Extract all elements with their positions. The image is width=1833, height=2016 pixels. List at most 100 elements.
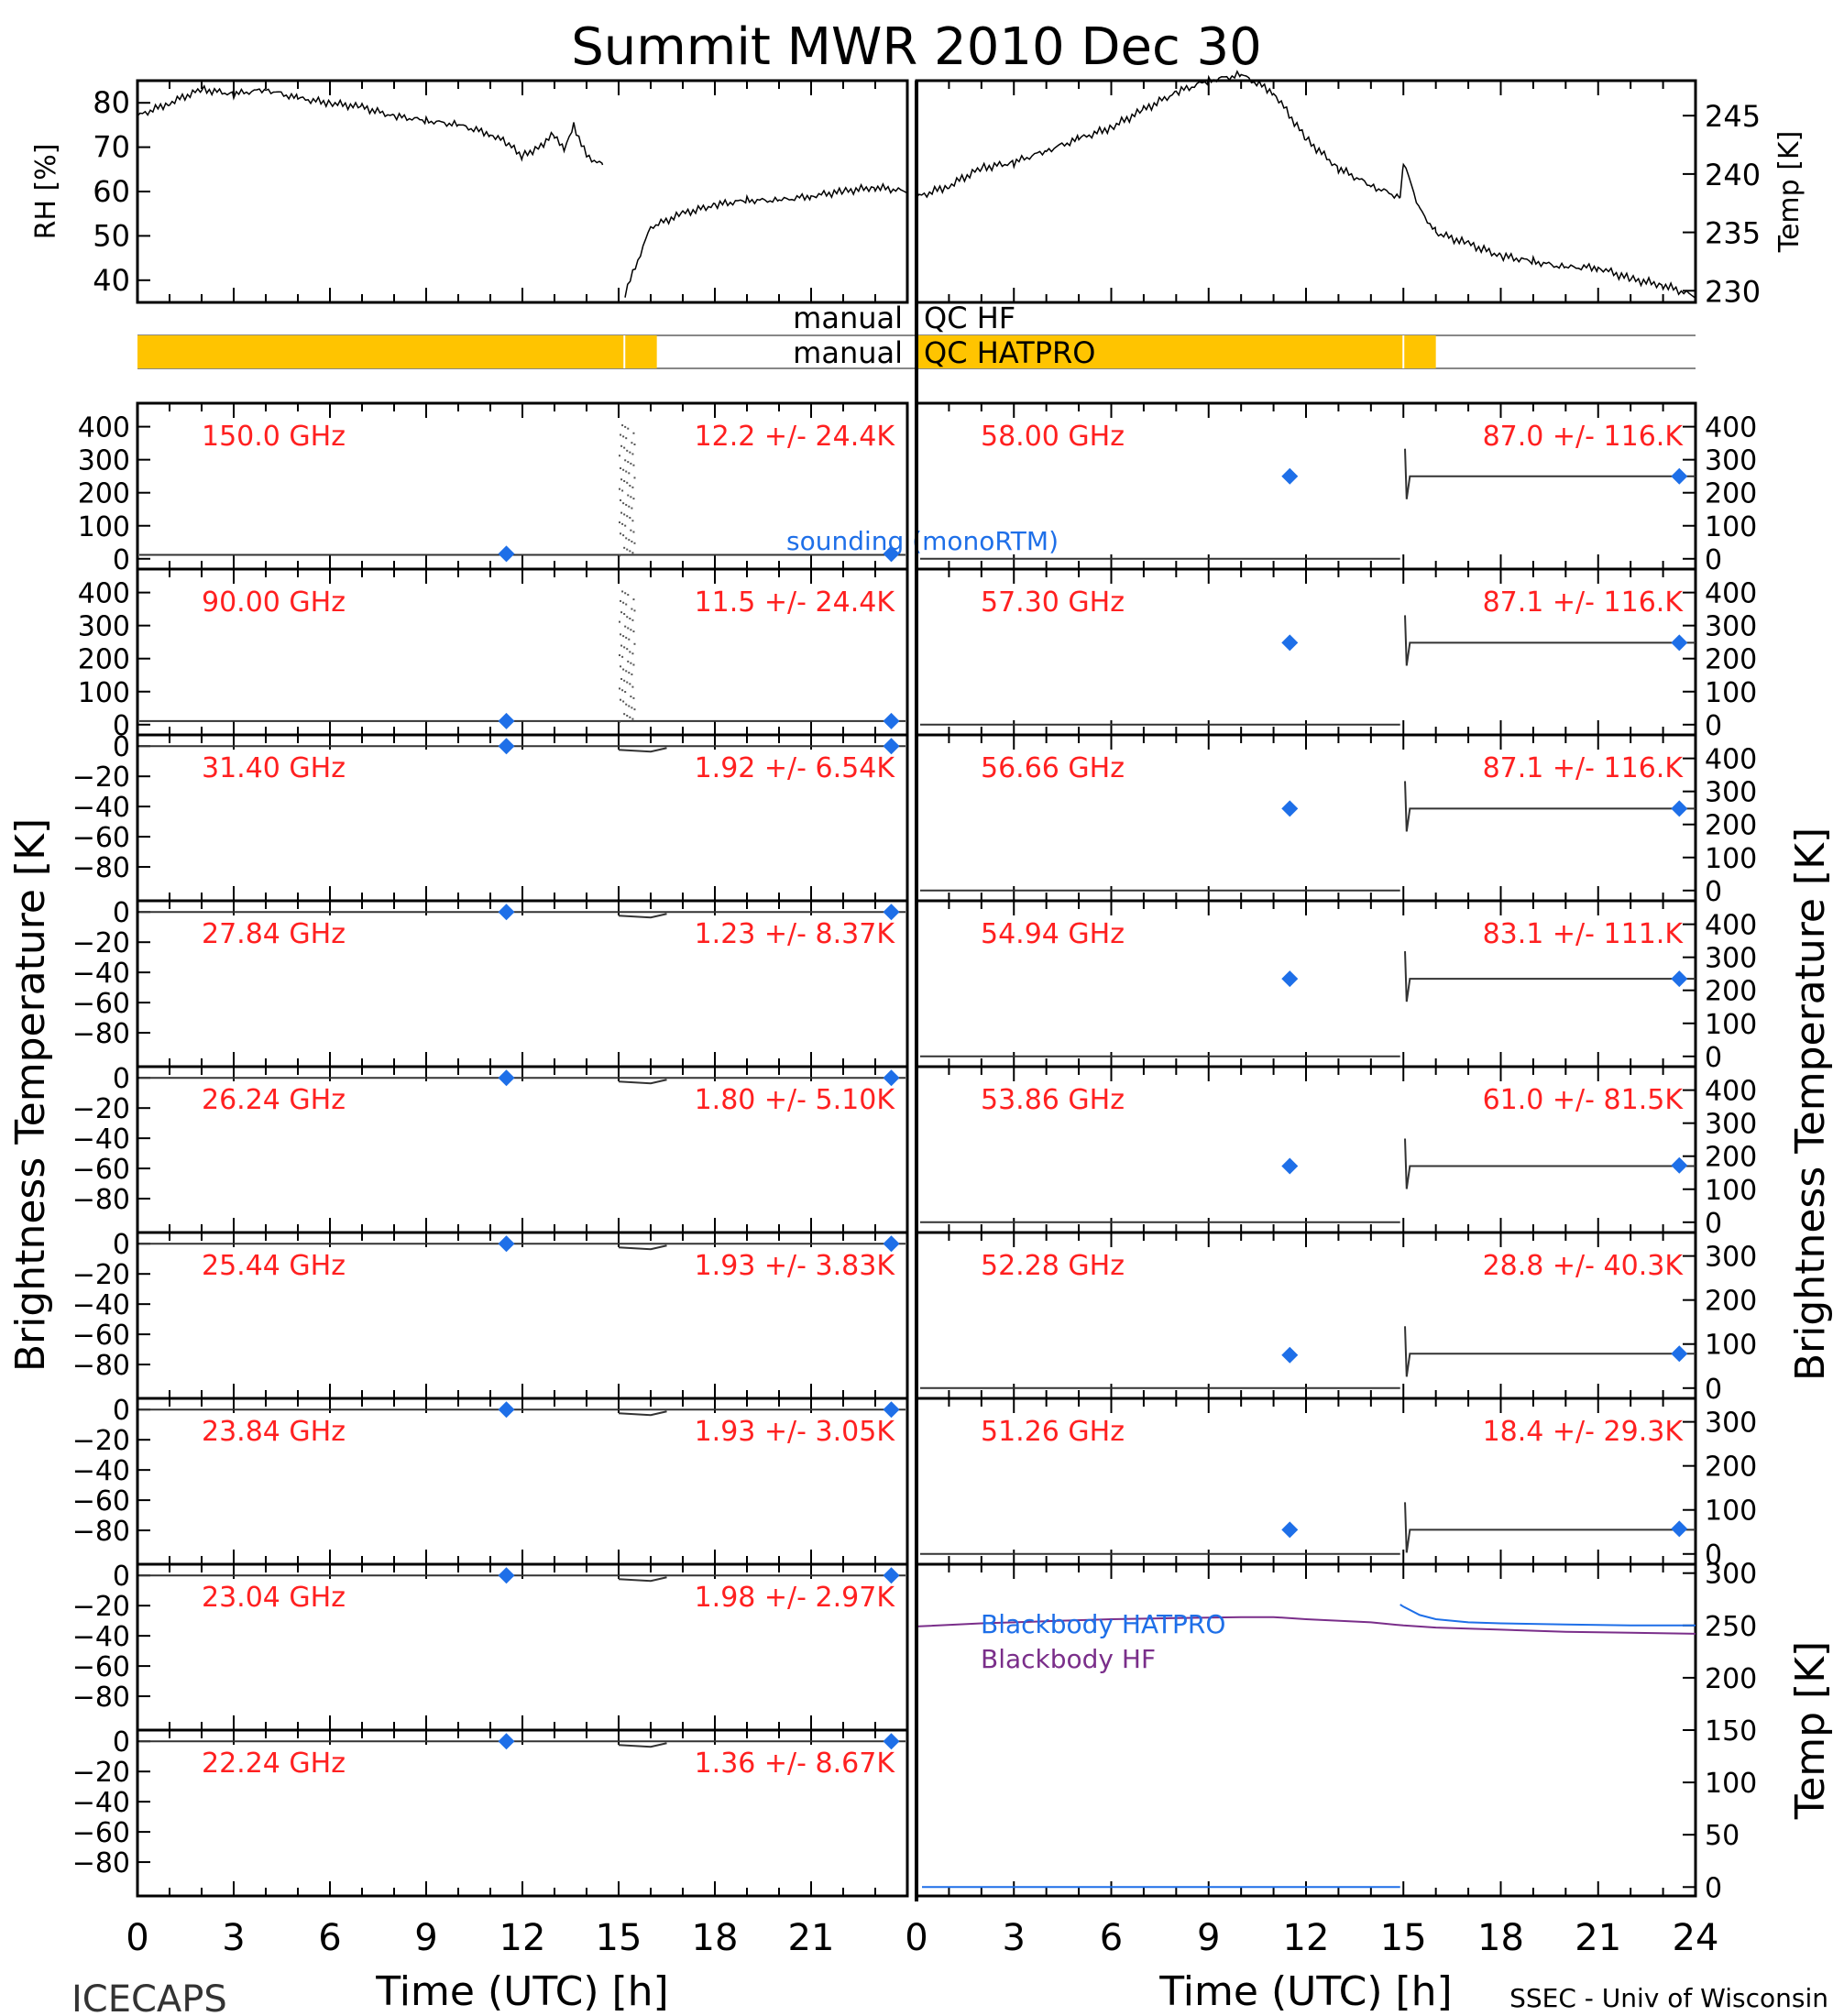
blackbody-hatpro-legend: Blackbody HATPRO — [981, 1609, 1225, 1639]
channel-y-tick-label: 100 — [1705, 511, 1757, 543]
channel-noise-point — [626, 548, 629, 551]
channel-noise-point — [630, 496, 632, 499]
x-tick-label-right: 3 — [1003, 1917, 1026, 1959]
channel-y-tick-label: −60 — [72, 1817, 130, 1849]
rh-temp-panels: 40 50 60 70 80 RH [%] 230 235 240 245 Temp [K] — [30, 70, 1806, 309]
channel-frequency-label: 52.28 GHz — [981, 1250, 1125, 1282]
x-tick-label-right: 15 — [1380, 1917, 1427, 1959]
channel-noise-point — [622, 468, 625, 471]
qc-hatpro-name: QC HATPRO — [924, 335, 1095, 370]
channel-noise-point — [623, 513, 626, 516]
channel-noise-point — [632, 630, 635, 633]
channel-y-tick-label: 0 — [113, 1063, 130, 1095]
channel-noise-point — [620, 677, 623, 680]
channel-y-tick-label: 100 — [78, 677, 130, 709]
sounding-marker — [883, 712, 900, 729]
channel-data-line — [1404, 1502, 1696, 1553]
channel-y-tick-label: 0 — [113, 1395, 130, 1427]
channel-y-tick-label: 100 — [1705, 677, 1757, 709]
channel-y-tick-label: 400 — [1705, 412, 1757, 444]
channel-y-tick-label: 0 — [113, 710, 130, 742]
channel-noise-point — [632, 696, 635, 699]
channel-noise-point — [627, 660, 630, 663]
channel-noise-point — [631, 619, 634, 621]
temp-y-tick-label: 235 — [1705, 216, 1761, 251]
rh-panel-frame — [136, 79, 909, 304]
channel-frequency-label: 53.86 GHz — [981, 1084, 1125, 1116]
channel-noise-point — [620, 433, 622, 436]
sounding-marker — [498, 1235, 515, 1253]
channel-noise-point — [622, 534, 625, 537]
channel-frequency-label: 58.00 GHz — [981, 421, 1125, 453]
channel-noise-point — [625, 537, 628, 540]
temp-ylabel: Temp [K] — [1773, 131, 1806, 254]
channel-noise-point — [620, 599, 622, 602]
channel-y-tick-label: 100 — [1705, 1496, 1757, 1528]
blackbody-y-tick-label: 0 — [1705, 1872, 1722, 1904]
channel-noise-point — [627, 427, 630, 430]
channel-noise-point — [620, 665, 622, 668]
qc-hatpro-flag — [916, 335, 1436, 368]
x-tick-label-left: 3 — [222, 1917, 245, 1959]
channel-y-tick-label: 0 — [113, 731, 130, 763]
channel-y-tick-label: −40 — [72, 1621, 130, 1653]
channel-stats-label: 87.1 +/- 116.K — [1483, 586, 1685, 619]
channel-stats-label: 1.36 +/- 8.67K — [695, 1748, 896, 1780]
channel-noise-point — [624, 459, 627, 462]
channel-y-tick-label: 200 — [78, 644, 130, 676]
channel-noise-point — [630, 662, 632, 664]
sounding-marker — [1671, 467, 1688, 485]
channel-noise-point — [619, 488, 620, 490]
sounding-marker — [1671, 1156, 1688, 1174]
channel-noise-point — [622, 601, 625, 604]
channel-noise-point — [631, 507, 633, 509]
rh-y-tick-label: 40 — [93, 263, 130, 298]
channel-y-tick-label: 0 — [113, 1726, 130, 1759]
channel-noise-point — [630, 629, 632, 631]
sounding-marker — [883, 1567, 900, 1584]
channel-noise-point — [633, 708, 636, 711]
x-tick-label-left: 21 — [788, 1917, 835, 1959]
channel-stats-label: 87.0 +/- 116.K — [1483, 421, 1685, 453]
channel-noise-point — [629, 550, 631, 553]
footer-left: ICECAPS — [71, 1978, 227, 2016]
channel-noise-point — [632, 432, 635, 434]
channel-noise-point — [623, 646, 626, 649]
temp-series-line — [916, 70, 1696, 299]
channel-noise-point — [625, 603, 628, 606]
channel-noise-point — [632, 498, 635, 500]
channel-y-tick-label: 0 — [1705, 1539, 1722, 1572]
channel-stats-label: 12.2 +/- 24.4K — [695, 421, 896, 453]
qc-hatpro-manual-label: manual — [793, 335, 903, 370]
channel-noise-point — [621, 655, 624, 658]
channel-noise-point — [624, 691, 627, 694]
sounding-legend: sounding (monoRTM) — [786, 526, 1059, 556]
channel-stats-label: 11.5 +/- 24.4K — [695, 586, 896, 619]
channel-y-tick-label: −80 — [72, 852, 130, 884]
channel-stats-label: 28.8 +/- 40.3K — [1483, 1250, 1685, 1282]
channel-noise-point — [628, 672, 631, 674]
channel-y-tick-label: 100 — [78, 511, 130, 543]
channel-noise-point — [623, 446, 626, 449]
channel-y-tick-label: 0 — [1705, 544, 1722, 576]
channel-y-tick-label: 200 — [1705, 1286, 1757, 1318]
channel-frequency-label: 31.40 GHz — [202, 752, 346, 784]
sounding-marker — [1671, 800, 1688, 817]
channel-data-line — [1404, 781, 1696, 832]
channel-noise-point — [633, 444, 636, 446]
channel-noise-point — [625, 670, 628, 673]
channel-frequency-label: 57.30 GHz — [981, 586, 1125, 619]
channel-noise-point — [620, 644, 623, 647]
blackbody-y-tick-label: 150 — [1705, 1715, 1757, 1748]
channel-noise-point — [620, 444, 623, 447]
channel-y-tick-label: 200 — [78, 478, 130, 510]
channel-y-tick-label: −20 — [72, 1093, 130, 1125]
channel-noise-point — [620, 532, 622, 535]
channel-noise-point — [627, 594, 630, 597]
blackbody-hatpro-line — [1399, 1604, 1696, 1627]
channel-noise-point — [619, 720, 620, 723]
channel-noise-point — [630, 696, 632, 698]
channel-data-wiggle — [618, 1244, 667, 1251]
channel-y-tick-label: 300 — [1705, 611, 1757, 643]
channel-noise-point — [622, 635, 625, 638]
